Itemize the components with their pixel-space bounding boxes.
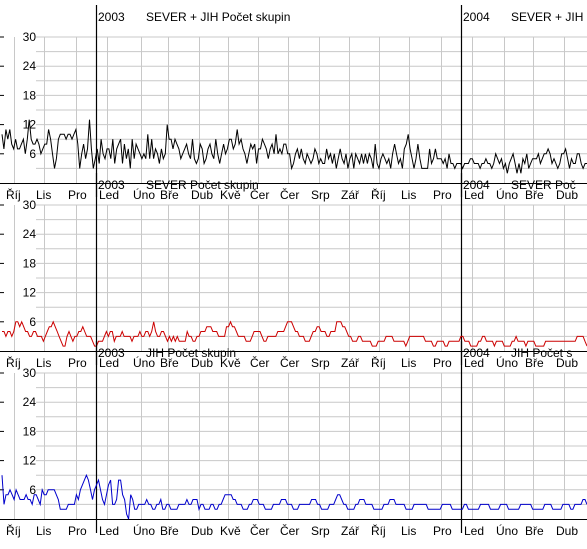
x-tick-label: Úno xyxy=(133,187,155,202)
y-tick-label: 6 xyxy=(29,147,36,161)
x-tick-label: Bře xyxy=(525,356,544,370)
y-tick-label: 6 xyxy=(29,315,36,329)
x-tick-label: Srp xyxy=(311,188,330,202)
x-tick-label: Bře xyxy=(160,356,179,370)
x-tick-label: Bře xyxy=(525,524,544,538)
x-tick-label: Lis xyxy=(401,524,416,538)
x-tick-label: Zář xyxy=(341,356,360,370)
x-tick-label: Kvě xyxy=(220,188,241,202)
title-year: 2003 xyxy=(98,346,125,360)
x-tick-label: Led xyxy=(99,356,119,370)
y-tick-label: 30 xyxy=(23,366,37,380)
x-tick-label: Kvě xyxy=(220,524,241,538)
x-tick-label: Lis xyxy=(401,188,416,202)
y-tick-label: 6 xyxy=(29,483,36,497)
x-tick-label: Čer xyxy=(250,523,269,538)
x-tick-label: Srp xyxy=(311,524,330,538)
title-text: SEVER + JIH xyxy=(511,10,583,24)
x-tick-label: Říj xyxy=(6,523,21,538)
x-tick-label: Říj xyxy=(371,523,386,538)
x-tick-label: Říj xyxy=(371,187,386,202)
x-tick-label: Čer xyxy=(280,187,299,202)
series-line xyxy=(2,320,587,348)
y-tick-label: 24 xyxy=(23,227,37,241)
y-tick-label: 24 xyxy=(23,395,37,409)
x-tick-label: Říj xyxy=(371,355,386,370)
x-tick-label: Dub xyxy=(191,356,213,370)
x-tick-label: Led xyxy=(99,524,119,538)
title-year: 2004 xyxy=(463,346,490,360)
x-tick-label: Zář xyxy=(341,188,360,202)
y-tick-label: 30 xyxy=(23,198,37,212)
x-tick-label: Dub xyxy=(556,356,578,370)
y-tick-label: 18 xyxy=(23,88,37,102)
title-text: JIH Počet s xyxy=(511,346,572,360)
x-tick-label: Bře xyxy=(160,188,179,202)
x-tick-label: Úno xyxy=(496,523,518,538)
x-tick-label: Lis xyxy=(36,524,51,538)
x-tick-label: Led xyxy=(99,188,119,202)
x-tick-label: Úno xyxy=(496,187,518,202)
x-tick-label: Čer xyxy=(280,523,299,538)
title-text: SEVER Poč xyxy=(511,178,576,192)
x-tick-label: Zář xyxy=(341,524,360,538)
x-tick-label: Úno xyxy=(496,355,518,370)
x-tick-label: Lis xyxy=(36,356,51,370)
x-tick-label: Pro xyxy=(68,356,87,370)
x-tick-label: Pro xyxy=(433,188,452,202)
y-tick-label: 12 xyxy=(23,454,37,468)
x-tick-label: Bře xyxy=(525,188,544,202)
x-tick-label: Kvě xyxy=(220,356,241,370)
x-tick-label: Led xyxy=(464,188,484,202)
title-text: JIH Počet skupin xyxy=(146,346,236,360)
x-tick-label: Úno xyxy=(133,355,155,370)
x-tick-label: Led xyxy=(464,524,484,538)
x-tick-label: Dub xyxy=(191,188,213,202)
series-line xyxy=(1,473,587,520)
title-year: 2003 xyxy=(98,10,125,24)
series-line xyxy=(1,119,587,174)
x-tick-label: Pro xyxy=(68,188,87,202)
x-tick-label: Led xyxy=(464,356,484,370)
title-text: SEVER Počet skupin xyxy=(146,178,259,192)
x-tick-label: Dub xyxy=(191,524,213,538)
title-year: 2004 xyxy=(463,178,490,192)
y-tick-label: 24 xyxy=(23,59,37,73)
title-year: 2003 xyxy=(98,178,125,192)
y-tick-label: 18 xyxy=(23,256,37,270)
x-tick-label: Pro xyxy=(433,524,452,538)
title-year: 2004 xyxy=(463,10,490,24)
x-tick-label: Lis xyxy=(401,356,416,370)
x-tick-label: Čer xyxy=(280,355,299,370)
x-tick-label: Čer xyxy=(250,355,269,370)
y-tick-label: 30 xyxy=(23,30,37,44)
x-tick-label: Pro xyxy=(68,524,87,538)
title-text: SEVER + JIH Počet skupin xyxy=(146,10,290,24)
x-tick-label: Říj xyxy=(6,187,21,202)
x-tick-label: Pro xyxy=(433,356,452,370)
x-tick-label: Bře xyxy=(160,524,179,538)
x-tick-label: Dub xyxy=(556,524,578,538)
x-tick-label: Čer xyxy=(250,187,269,202)
x-tick-label: Lis xyxy=(36,188,51,202)
y-tick-label: 12 xyxy=(23,286,37,300)
x-tick-label: Dub xyxy=(556,188,578,202)
y-tick-label: 18 xyxy=(23,424,37,438)
x-tick-label: Srp xyxy=(311,356,330,370)
x-tick-label: Říj xyxy=(6,355,21,370)
x-tick-label: Úno xyxy=(133,523,155,538)
